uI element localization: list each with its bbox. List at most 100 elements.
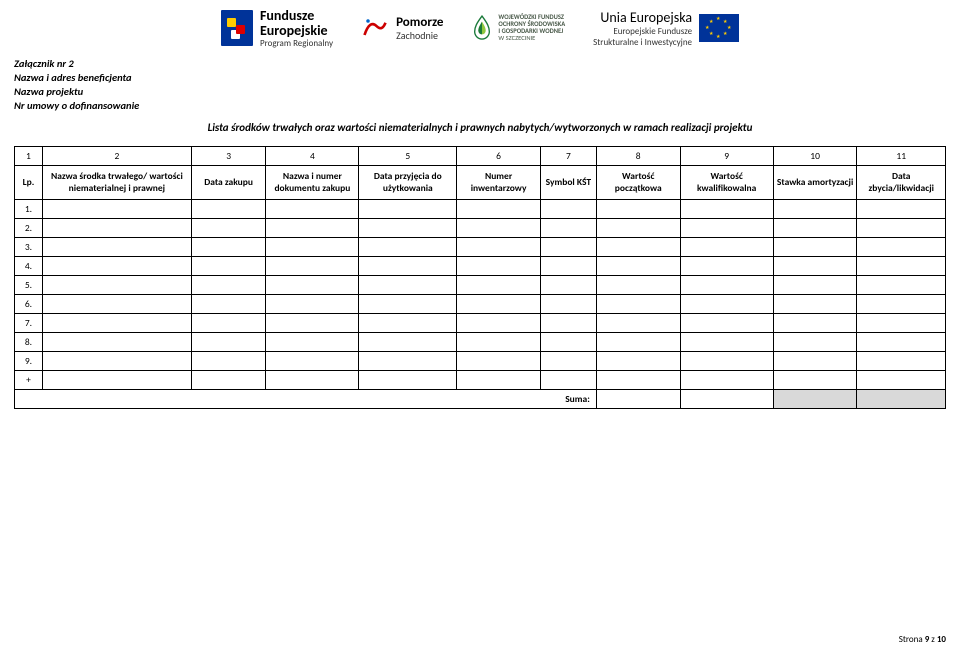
- table-cell: [857, 314, 946, 333]
- col-header-4: Nazwa i numer dokumentu zakupu: [266, 166, 359, 200]
- table-cell: [540, 200, 596, 219]
- table-cell: [596, 371, 680, 390]
- table-cell: [773, 257, 857, 276]
- table-cell: [191, 219, 265, 238]
- table-cell: [266, 238, 359, 257]
- table-cell: [457, 219, 541, 238]
- sum-cell: [596, 390, 680, 409]
- table-cell: [191, 238, 265, 257]
- table-cell: [191, 200, 265, 219]
- table-cell: [266, 200, 359, 219]
- table-cell: [359, 314, 457, 333]
- page-footer: Strona 9 z 10: [899, 634, 946, 645]
- table-row: 1.: [15, 200, 946, 219]
- table-cell: [457, 276, 541, 295]
- table-cell: [857, 352, 946, 371]
- fe-title-1: Fundusze: [260, 8, 333, 23]
- table-cell: [773, 314, 857, 333]
- col-num-2: 2: [42, 147, 191, 166]
- table-cell: [857, 257, 946, 276]
- table-cell: [42, 238, 191, 257]
- wfos-logo-icon: [471, 14, 493, 42]
- table-cell: [457, 352, 541, 371]
- header-line-2: Nazwa i adres beneficjenta: [14, 71, 946, 85]
- footer-prefix: Strona: [899, 634, 925, 645]
- header-line-1: Załącznik nr 2: [14, 57, 946, 71]
- table-cell: [457, 238, 541, 257]
- footer-total: 10: [937, 634, 946, 645]
- ue-logo-block: Unia Europejska Europejskie Fundusze Str…: [593, 9, 739, 48]
- col-num-9: 9: [680, 147, 773, 166]
- table-row: +: [15, 371, 946, 390]
- pomorze-title: Pomorze: [396, 16, 443, 30]
- table-cell: [266, 257, 359, 276]
- table-cell: [191, 276, 265, 295]
- fe-logo-block: Fundusze Europejskie Program Regionalny: [221, 8, 333, 49]
- col-num-4: 4: [266, 147, 359, 166]
- table-cell: [266, 333, 359, 352]
- table-row: 8.: [15, 333, 946, 352]
- pomorze-sub: Zachodnie: [396, 30, 443, 41]
- col-header-11: Data zbycia/likwidacji: [857, 166, 946, 200]
- col-num-3: 3: [191, 147, 265, 166]
- sum-label: Suma:: [15, 390, 597, 409]
- col-header-1: Lp.: [15, 166, 43, 200]
- table-cell: [596, 200, 680, 219]
- table-cell: [359, 352, 457, 371]
- col-header-3: Data zakupu: [191, 166, 265, 200]
- table-cell: [680, 333, 773, 352]
- col-num-11: 11: [857, 147, 946, 166]
- table-cell: [42, 295, 191, 314]
- table-cell: [596, 276, 680, 295]
- table-cell: [773, 371, 857, 390]
- table-cell: [540, 314, 596, 333]
- table-cell: [457, 314, 541, 333]
- table-cell: [857, 371, 946, 390]
- table-cell: [540, 219, 596, 238]
- assets-table: 1234567891011 Lp.Nazwa środka trwałego/ …: [14, 146, 946, 409]
- table-cell: [596, 219, 680, 238]
- table-cell: [540, 352, 596, 371]
- row-lp: 6.: [15, 295, 43, 314]
- row-lp: 9.: [15, 352, 43, 371]
- table-cell: [457, 200, 541, 219]
- table-cell: [540, 333, 596, 352]
- table-cell: [596, 257, 680, 276]
- document-title: Lista środków trwałych oraz wartości nie…: [14, 121, 946, 134]
- fe-title-2: Europejskie: [260, 23, 333, 38]
- row-lp: 4.: [15, 257, 43, 276]
- table-cell: [680, 371, 773, 390]
- row-lp: 1.: [15, 200, 43, 219]
- table-cell: [359, 257, 457, 276]
- table-cell: [540, 238, 596, 257]
- table-row: 6.: [15, 295, 946, 314]
- table-cell: [680, 295, 773, 314]
- col-header-10: Stawka amortyzacji: [773, 166, 857, 200]
- table-cell: [857, 276, 946, 295]
- row-lp: 8.: [15, 333, 43, 352]
- col-header-7: Symbol KŚT: [540, 166, 596, 200]
- table-cell: [191, 352, 265, 371]
- table-cell: [42, 371, 191, 390]
- table-cell: [359, 219, 457, 238]
- col-num-8: 8: [596, 147, 680, 166]
- sum-cell: [857, 390, 946, 409]
- col-header-8: Wartość początkowa: [596, 166, 680, 200]
- table-cell: [680, 314, 773, 333]
- table-cell: [42, 333, 191, 352]
- header-line-3: Nazwa projektu: [14, 85, 946, 99]
- row-lp: +: [15, 371, 43, 390]
- row-lp: 7.: [15, 314, 43, 333]
- table-cell: [773, 219, 857, 238]
- col-header-9: Wartość kwalifikowalna: [680, 166, 773, 200]
- table-cell: [596, 238, 680, 257]
- table-cell: [540, 371, 596, 390]
- table-cell: [857, 238, 946, 257]
- table-cell: [42, 257, 191, 276]
- table-cell: [191, 333, 265, 352]
- table-cell: [596, 314, 680, 333]
- table-cell: [191, 314, 265, 333]
- table-cell: [359, 200, 457, 219]
- table-cell: [773, 200, 857, 219]
- col-num-7: 7: [540, 147, 596, 166]
